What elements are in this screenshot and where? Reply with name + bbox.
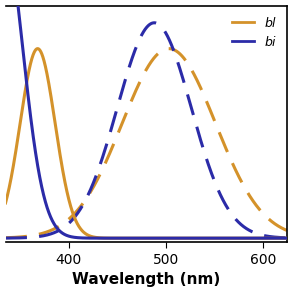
Legend: $\it{bl}$, $\it{bi}$: $\it{bl}$, $\it{bi}$ — [228, 12, 281, 52]
X-axis label: Wavelength (nm): Wavelength (nm) — [72, 272, 221, 287]
